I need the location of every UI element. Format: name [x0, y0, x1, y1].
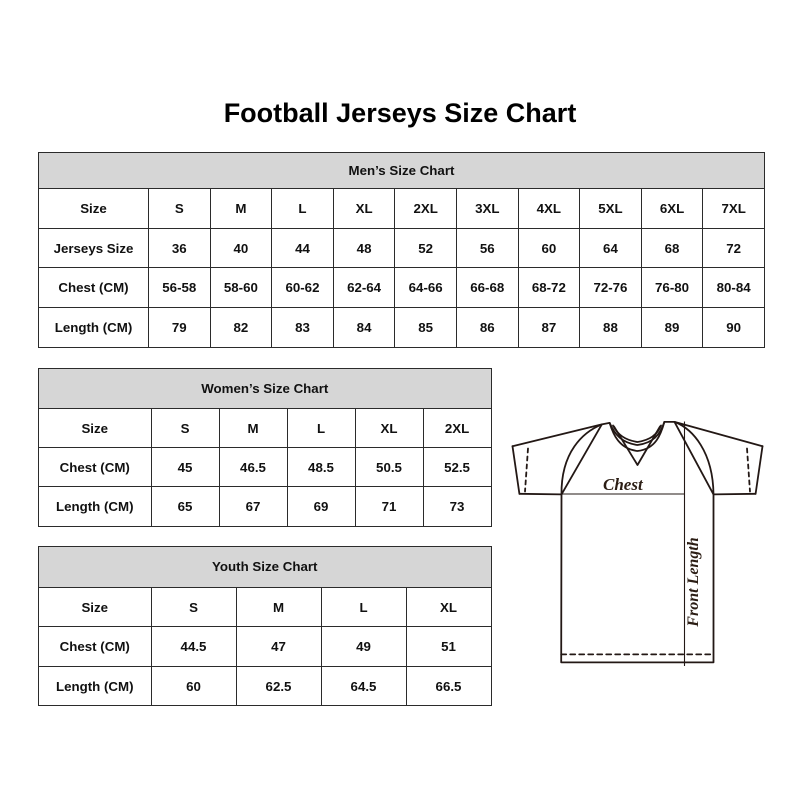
svg-text:Front Length: Front Length [685, 537, 702, 627]
svg-text:Chest: Chest [603, 475, 644, 494]
